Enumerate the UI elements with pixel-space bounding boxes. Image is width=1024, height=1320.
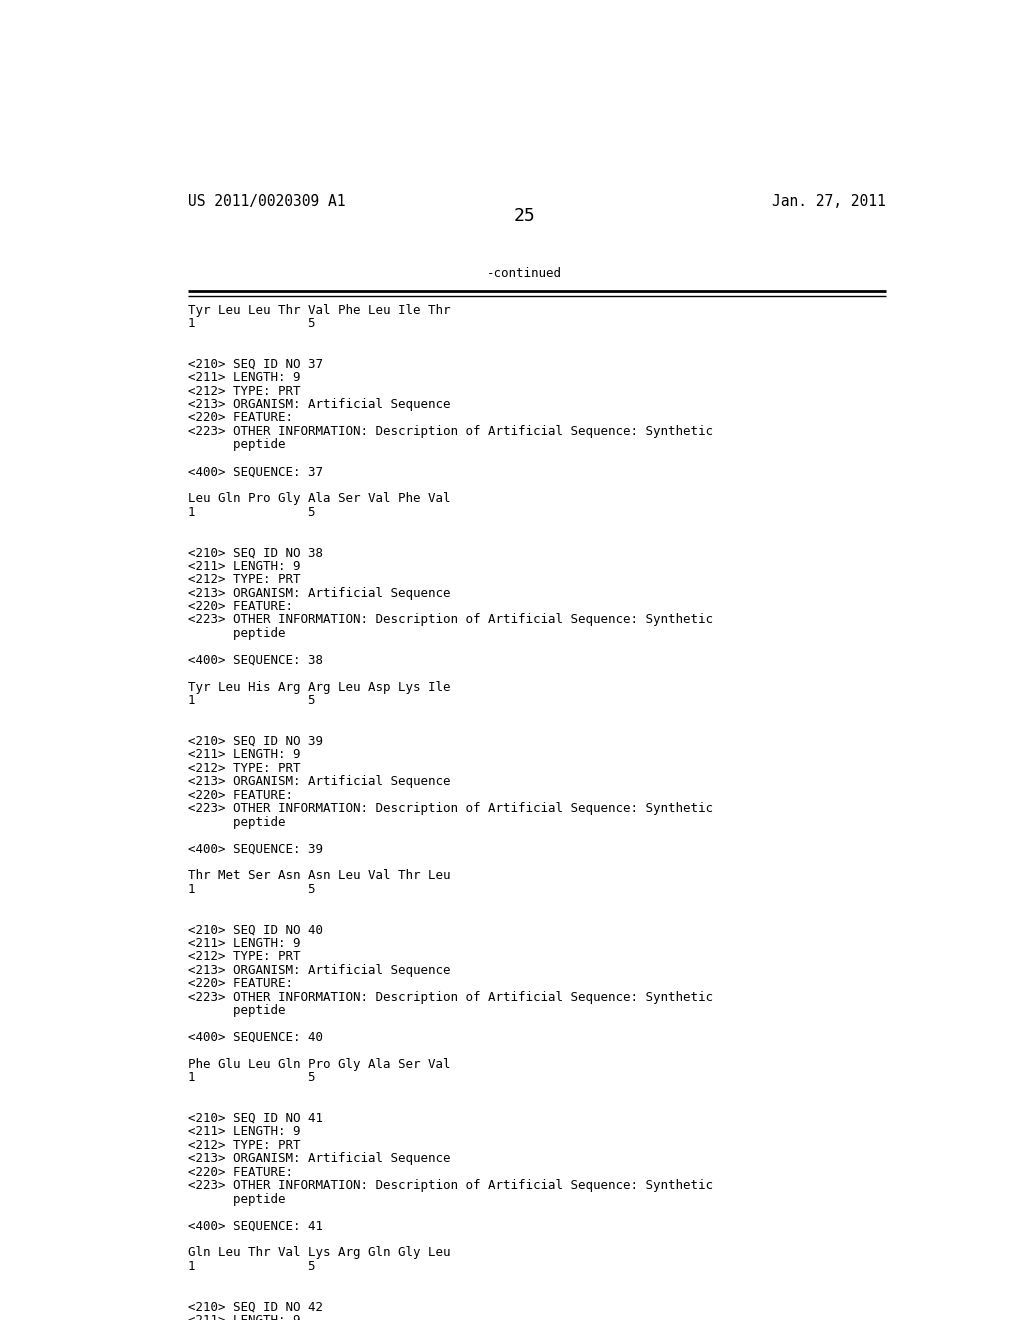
Text: <210> SEQ ID NO 38: <210> SEQ ID NO 38 (187, 546, 323, 560)
Text: peptide: peptide (187, 438, 285, 451)
Text: 1               5: 1 5 (187, 1259, 315, 1272)
Text: <212> TYPE: PRT: <212> TYPE: PRT (187, 762, 300, 775)
Text: peptide: peptide (187, 816, 285, 829)
Text: <210> SEQ ID NO 40: <210> SEQ ID NO 40 (187, 923, 323, 936)
Text: <211> LENGTH: 9: <211> LENGTH: 9 (187, 1313, 300, 1320)
Text: peptide: peptide (187, 1192, 285, 1205)
Text: <210> SEQ ID NO 37: <210> SEQ ID NO 37 (187, 358, 323, 371)
Text: Tyr Leu Leu Thr Val Phe Leu Ile Thr: Tyr Leu Leu Thr Val Phe Leu Ile Thr (187, 304, 450, 317)
Text: <212> TYPE: PRT: <212> TYPE: PRT (187, 573, 300, 586)
Text: -continued: -continued (487, 267, 562, 280)
Text: <400> SEQUENCE: 39: <400> SEQUENCE: 39 (187, 842, 323, 855)
Text: <223> OTHER INFORMATION: Description of Artificial Sequence: Synthetic: <223> OTHER INFORMATION: Description of … (187, 1179, 713, 1192)
Text: <220> FEATURE:: <220> FEATURE: (187, 977, 293, 990)
Text: <220> FEATURE:: <220> FEATURE: (187, 1166, 293, 1179)
Text: <220> FEATURE:: <220> FEATURE: (187, 412, 293, 425)
Text: <212> TYPE: PRT: <212> TYPE: PRT (187, 384, 300, 397)
Text: <400> SEQUENCE: 40: <400> SEQUENCE: 40 (187, 1031, 323, 1044)
Text: Leu Gln Pro Gly Ala Ser Val Phe Val: Leu Gln Pro Gly Ala Ser Val Phe Val (187, 492, 450, 506)
Text: <212> TYPE: PRT: <212> TYPE: PRT (187, 950, 300, 964)
Text: <223> OTHER INFORMATION: Description of Artificial Sequence: Synthetic: <223> OTHER INFORMATION: Description of … (187, 803, 713, 814)
Text: 1               5: 1 5 (187, 506, 315, 519)
Text: <213> ORGANISM: Artificial Sequence: <213> ORGANISM: Artificial Sequence (187, 775, 450, 788)
Text: Tyr Leu His Arg Arg Leu Asp Lys Ile: Tyr Leu His Arg Arg Leu Asp Lys Ile (187, 681, 450, 694)
Text: <213> ORGANISM: Artificial Sequence: <213> ORGANISM: Artificial Sequence (187, 586, 450, 599)
Text: 1               5: 1 5 (187, 1072, 315, 1085)
Text: <211> LENGTH: 9: <211> LENGTH: 9 (187, 371, 300, 384)
Text: <213> ORGANISM: Artificial Sequence: <213> ORGANISM: Artificial Sequence (187, 1152, 450, 1166)
Text: Thr Met Ser Asn Asn Leu Val Thr Leu: Thr Met Ser Asn Asn Leu Val Thr Leu (187, 870, 450, 882)
Text: Gln Leu Thr Val Lys Arg Gln Gly Leu: Gln Leu Thr Val Lys Arg Gln Gly Leu (187, 1246, 450, 1259)
Text: <223> OTHER INFORMATION: Description of Artificial Sequence: Synthetic: <223> OTHER INFORMATION: Description of … (187, 425, 713, 438)
Text: <212> TYPE: PRT: <212> TYPE: PRT (187, 1139, 300, 1152)
Text: 1               5: 1 5 (187, 317, 315, 330)
Text: peptide: peptide (187, 1005, 285, 1016)
Text: peptide: peptide (187, 627, 285, 640)
Text: 1               5: 1 5 (187, 883, 315, 896)
Text: <223> OTHER INFORMATION: Description of Artificial Sequence: Synthetic: <223> OTHER INFORMATION: Description of … (187, 990, 713, 1003)
Text: <213> ORGANISM: Artificial Sequence: <213> ORGANISM: Artificial Sequence (187, 964, 450, 977)
Text: <211> LENGTH: 9: <211> LENGTH: 9 (187, 560, 300, 573)
Text: <220> FEATURE:: <220> FEATURE: (187, 788, 293, 801)
Text: <213> ORGANISM: Artificial Sequence: <213> ORGANISM: Artificial Sequence (187, 399, 450, 411)
Text: US 2011/0020309 A1: US 2011/0020309 A1 (187, 194, 345, 209)
Text: <400> SEQUENCE: 38: <400> SEQUENCE: 38 (187, 653, 323, 667)
Text: <210> SEQ ID NO 39: <210> SEQ ID NO 39 (187, 735, 323, 747)
Text: <211> LENGTH: 9: <211> LENGTH: 9 (187, 748, 300, 762)
Text: 1               5: 1 5 (187, 694, 315, 708)
Text: <211> LENGTH: 9: <211> LENGTH: 9 (187, 1125, 300, 1138)
Text: Jan. 27, 2011: Jan. 27, 2011 (772, 194, 886, 209)
Text: <400> SEQUENCE: 37: <400> SEQUENCE: 37 (187, 466, 323, 478)
Text: <223> OTHER INFORMATION: Description of Artificial Sequence: Synthetic: <223> OTHER INFORMATION: Description of … (187, 614, 713, 627)
Text: <400> SEQUENCE: 41: <400> SEQUENCE: 41 (187, 1220, 323, 1233)
Text: 25: 25 (514, 207, 536, 226)
Text: Phe Glu Leu Gln Pro Gly Ala Ser Val: Phe Glu Leu Gln Pro Gly Ala Ser Val (187, 1057, 450, 1071)
Text: <210> SEQ ID NO 42: <210> SEQ ID NO 42 (187, 1300, 323, 1313)
Text: <211> LENGTH: 9: <211> LENGTH: 9 (187, 937, 300, 949)
Text: <220> FEATURE:: <220> FEATURE: (187, 601, 293, 612)
Text: <210> SEQ ID NO 41: <210> SEQ ID NO 41 (187, 1111, 323, 1125)
